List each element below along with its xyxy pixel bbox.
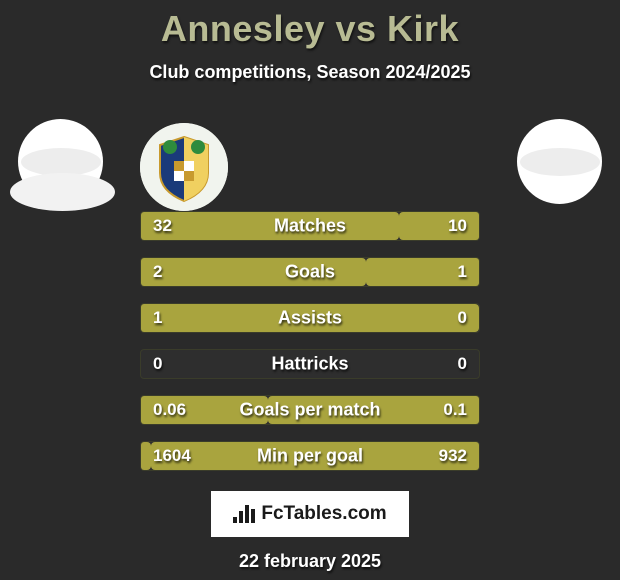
stat-rows-container: 3210Matches21Goals10Assists00Hattricks0.…: [140, 211, 480, 471]
stat-label: Min per goal: [257, 446, 363, 467]
stat-label: Assists: [278, 308, 342, 329]
branding-logo: FcTables.com: [211, 491, 409, 537]
page-title: Annesley vs Kirk: [0, 8, 620, 50]
player-right-club-badge: [140, 123, 228, 211]
value-right: 10: [448, 216, 467, 236]
stat-row: 1604 932 Min per goal: [140, 441, 480, 471]
date-label: 22 february 2025: [0, 551, 620, 572]
branding-bars-icon: [233, 505, 255, 523]
value-left: 1604: [153, 446, 191, 466]
value-left: 1: [153, 308, 162, 328]
value-left: 0.06: [153, 400, 186, 420]
stat-row: 2 1 Goals: [140, 257, 480, 287]
value-left: 0: [153, 354, 162, 374]
stat-label: Goals per match: [239, 400, 380, 421]
player-right-avatar: [517, 119, 602, 204]
stat-label: Goals: [285, 262, 335, 283]
stat-row: 32 10 Matches: [140, 211, 480, 241]
bar-left: [141, 442, 151, 470]
stat-row: 0 0 Hattricks: [140, 349, 480, 379]
bar-left: [141, 212, 399, 240]
value-left: 2: [153, 262, 162, 282]
player-left-club-badge: [10, 173, 115, 211]
value-left: 32: [153, 216, 172, 236]
branding-text: FcTables.com: [261, 503, 386, 525]
subtitle: Club competitions, Season 2024/2025: [0, 62, 620, 83]
stat-row: 1 0 Assists: [140, 303, 480, 333]
stat-label: Matches: [274, 216, 346, 237]
value-right: 0: [458, 354, 467, 374]
stat-row: 0.06 0.1 Goals per match: [140, 395, 480, 425]
value-right: 0: [458, 308, 467, 328]
stat-label: Hattricks: [271, 354, 348, 375]
comparison-panel: Annesley vs Kirk Club competitions, Seas…: [0, 0, 620, 572]
value-right: 0.1: [443, 400, 467, 420]
stats-area: 3210Matches21Goals10Assists00Hattricks0.…: [0, 123, 620, 471]
value-right: 1: [458, 262, 467, 282]
value-right: 932: [439, 446, 467, 466]
